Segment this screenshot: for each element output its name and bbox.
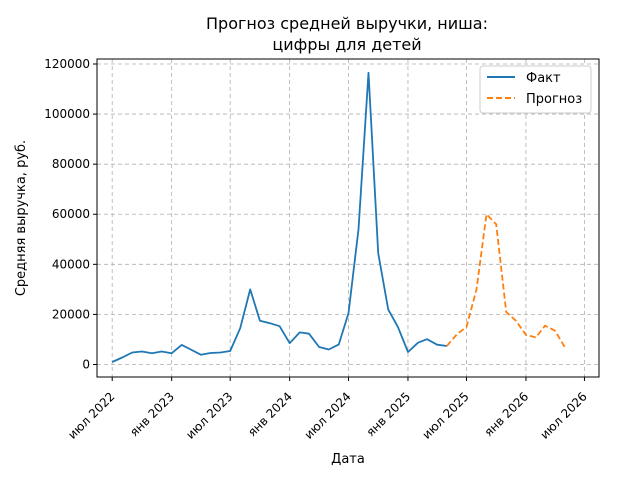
y-tick-label: 100000 bbox=[44, 107, 90, 121]
y-axis-label: Средняя выручка, руб. bbox=[14, 140, 29, 296]
x-axis-label: Дата bbox=[331, 452, 365, 467]
legend: Факт Прогноз bbox=[479, 65, 592, 114]
series-line-forecast bbox=[446, 213, 566, 348]
chart-title-line2: цифры для детей bbox=[272, 35, 421, 54]
y-tick-label: 40000 bbox=[52, 257, 90, 271]
y-tick-label: 20000 bbox=[52, 307, 90, 321]
legend-label-fact: Факт bbox=[526, 71, 561, 86]
series-layer bbox=[111, 71, 566, 363]
chart-title-line1: Прогноз средней выручки, ниша: bbox=[206, 14, 488, 33]
series-line-fact bbox=[111, 71, 447, 363]
legend-label-forecast: Прогноз bbox=[526, 92, 582, 107]
y-tick-label: 80000 bbox=[52, 157, 90, 171]
y-axis-ticks: 0 20000 40000 60000 80000 100000 120000 bbox=[44, 57, 97, 371]
y-tick-label: 120000 bbox=[44, 57, 90, 71]
y-tick-label: 60000 bbox=[52, 207, 90, 221]
y-tick-label: 0 bbox=[82, 357, 90, 371]
